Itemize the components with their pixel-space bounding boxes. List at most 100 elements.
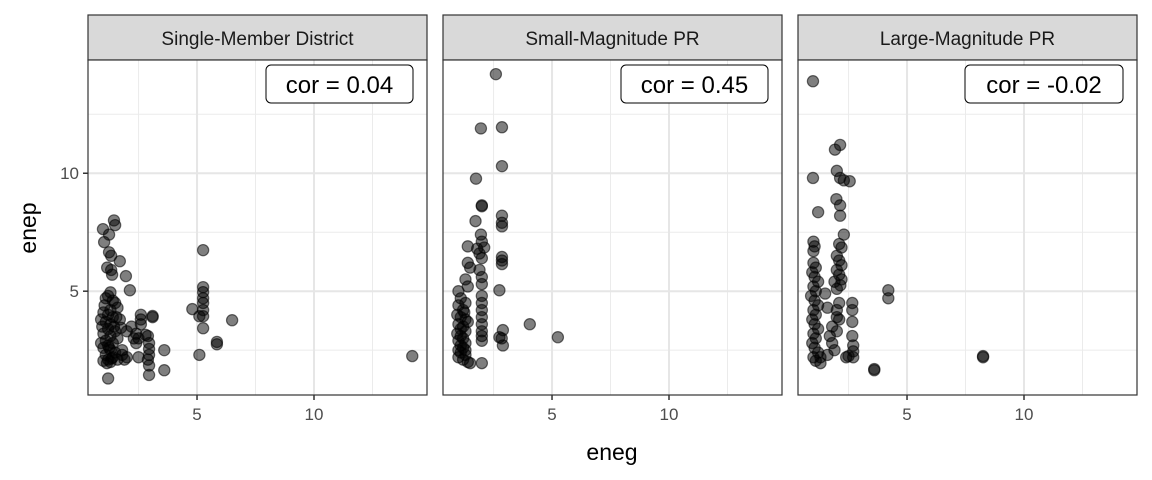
data-point	[806, 75, 820, 88]
annotation-label: cor = -0.02	[986, 72, 1101, 99]
data-point	[475, 277, 489, 291]
data-point	[105, 352, 118, 365]
data-point	[94, 313, 108, 326]
data-point	[115, 343, 129, 357]
data-point	[120, 325, 134, 338]
data-point	[846, 315, 859, 329]
data-point	[158, 343, 171, 357]
data-point	[458, 306, 471, 319]
data-point	[132, 351, 145, 364]
data-point	[469, 172, 483, 185]
x-tick-label: 5	[547, 405, 556, 424]
data-point	[98, 299, 111, 312]
data-point	[158, 364, 171, 377]
data-point	[523, 318, 536, 331]
data-point	[496, 339, 510, 352]
facet-strip-label: Small-Magnitude PR	[525, 29, 699, 50]
data-point	[832, 313, 846, 326]
annotation-label: cor = 0.45	[641, 72, 748, 99]
x-tick-label: 10	[660, 405, 679, 424]
data-point	[97, 235, 111, 249]
data-point	[225, 314, 239, 327]
data-point	[843, 175, 856, 188]
data-point	[469, 214, 482, 228]
data-point	[406, 349, 419, 363]
data-point	[818, 287, 832, 300]
facet-strip-label: Single-Member District	[161, 29, 354, 50]
data-point	[113, 255, 127, 268]
data-point	[489, 67, 503, 81]
data-point	[495, 220, 509, 233]
x-tick-label: 5	[902, 405, 911, 424]
data-point	[868, 362, 881, 376]
y-axis-title: enep	[15, 202, 41, 253]
data-point	[811, 205, 825, 219]
facet-strip-label: Large-Magnitude PR	[880, 29, 1055, 50]
data-point	[475, 334, 489, 347]
data-point	[551, 331, 565, 344]
data-point	[129, 336, 143, 350]
annotation-box	[265, 64, 414, 104]
data-point	[193, 310, 206, 323]
data-point	[101, 372, 115, 385]
y-tick-label: 10	[60, 164, 79, 183]
facet-panel: Small-Magnitude PR cor = 0.45 5 10	[442, 14, 783, 424]
data-point	[210, 338, 224, 351]
data-point	[459, 343, 472, 357]
data-point	[830, 282, 844, 296]
data-point	[847, 351, 860, 364]
data-point	[475, 251, 489, 265]
data-point	[495, 121, 509, 134]
data-point	[882, 292, 895, 305]
data-point	[123, 284, 137, 297]
panel-border	[87, 59, 428, 396]
correlation-annotation: cor = 0.04	[265, 64, 414, 104]
data-point	[825, 336, 839, 350]
data-point	[108, 218, 122, 232]
data-point	[196, 243, 210, 257]
x-tick-label: 5	[192, 405, 201, 424]
annotation-label: cor = 0.04	[286, 72, 393, 99]
data-point	[119, 269, 133, 283]
data-point	[833, 199, 847, 212]
data-point	[104, 249, 118, 263]
facet-panel: Large-Magnitude PR cor = -0.02 5 10	[797, 14, 1138, 424]
x-axis-title: eneg	[586, 439, 637, 465]
data-point	[846, 303, 859, 317]
data-point	[110, 310, 123, 324]
data-point	[833, 209, 847, 222]
data-point	[832, 296, 846, 310]
data-point	[193, 348, 206, 362]
data-point	[493, 284, 506, 297]
y-tick-label: 5	[70, 282, 79, 301]
data-point	[495, 257, 509, 271]
data-point	[94, 336, 108, 350]
facet-panel: Single-Member District cor = 0.04 5 10 5 10	[60, 14, 428, 424]
data-point	[806, 171, 820, 185]
data-point	[475, 356, 489, 370]
panel-border	[797, 59, 1138, 396]
data-point	[495, 159, 509, 173]
data-point	[463, 356, 477, 370]
facet-strip	[87, 14, 428, 61]
correlation-annotation: cor = -0.02	[964, 64, 1124, 104]
facet-strip	[442, 14, 783, 61]
annotation-box	[964, 64, 1124, 104]
panel-border	[442, 59, 783, 396]
data-point	[830, 325, 844, 338]
data-point	[105, 268, 119, 281]
data-point	[976, 349, 990, 363]
correlation-annotation: cor = 0.45	[620, 64, 769, 104]
data-point	[474, 122, 488, 135]
x-tick-label: 10	[305, 405, 324, 424]
data-point	[828, 143, 842, 156]
data-point	[814, 356, 827, 370]
data-point	[475, 200, 489, 213]
data-point	[196, 322, 210, 335]
facet-strip	[797, 14, 1138, 61]
data-point	[134, 308, 148, 321]
x-tick-label: 10	[1015, 405, 1034, 424]
annotation-box	[620, 64, 769, 104]
data-point	[807, 244, 820, 258]
